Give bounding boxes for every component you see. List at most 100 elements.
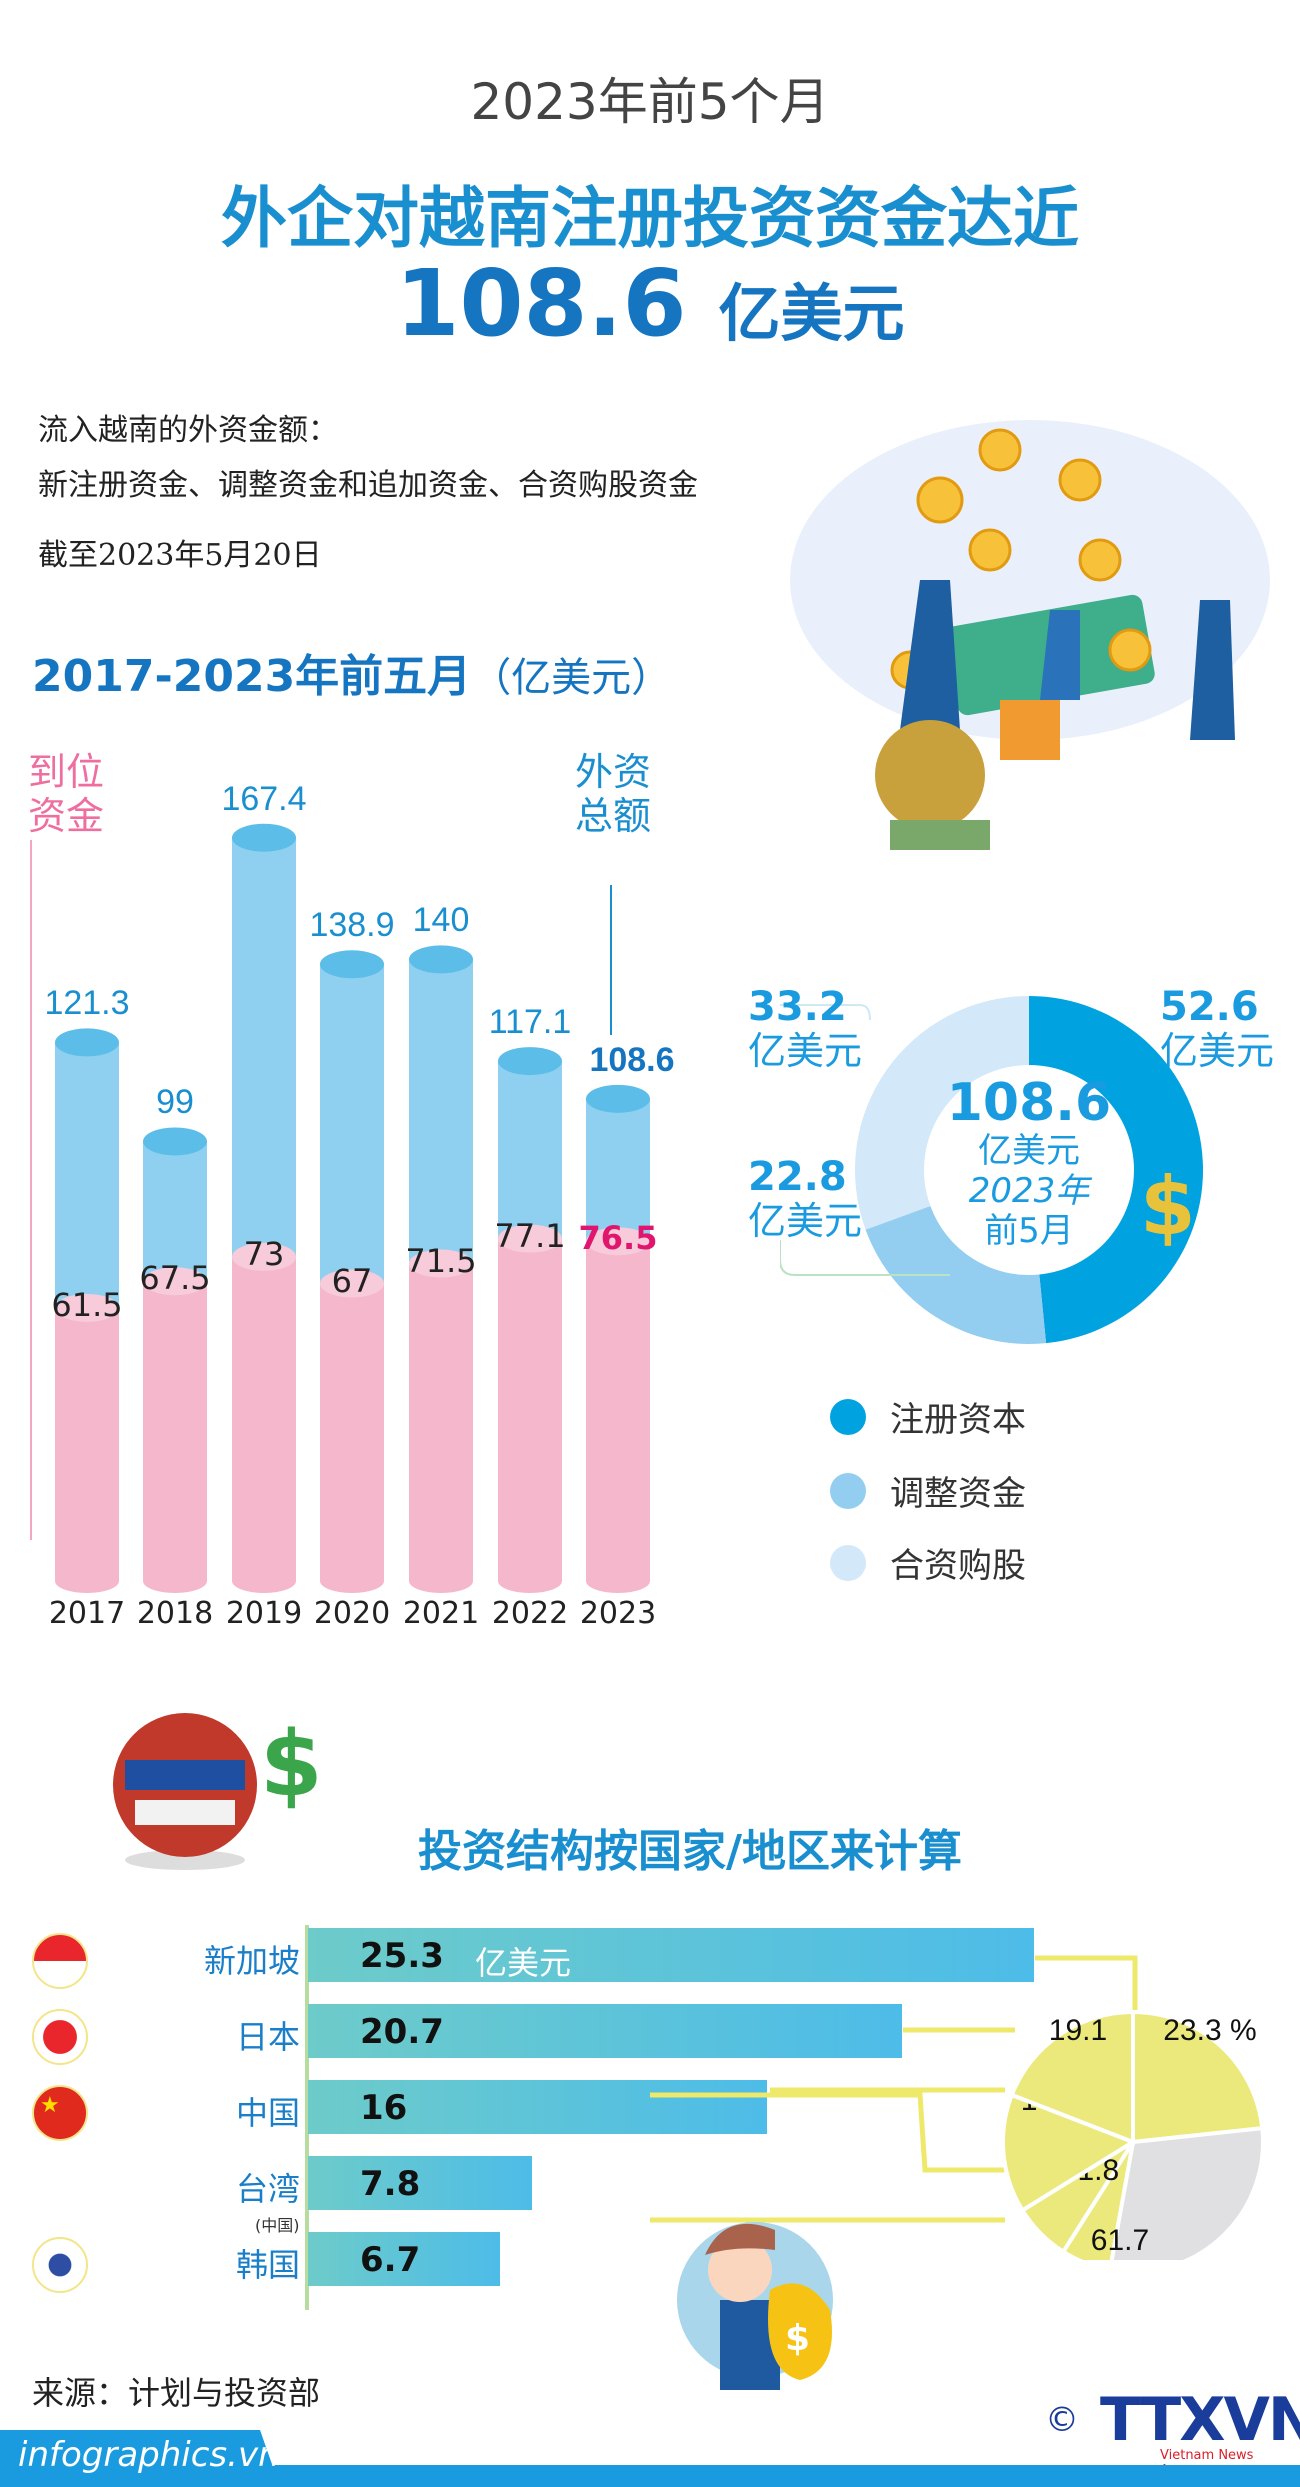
- year-label-2020: 2020: [313, 1596, 391, 1631]
- pie-slice-5: [1009, 2009, 1135, 2145]
- bar-chart-unit: （亿美元）: [471, 655, 672, 701]
- korea-flag-icon: [32, 2237, 88, 2293]
- donut-center-unit: 亿美元: [978, 1131, 1080, 1171]
- adjusted-unit: 亿美元: [748, 1199, 863, 1243]
- adjusted-value: 22.8: [748, 1154, 847, 1200]
- total-label-2019: 167.4: [221, 779, 307, 818]
- donut-slice-0: [1029, 996, 1203, 1344]
- bar-base-2022: [498, 1569, 562, 1593]
- bar-disbursed-2019: [232, 1256, 296, 1581]
- country-share-pie: 23.3 %61.771.814.719.1: [650, 1955, 1265, 2260]
- bar-disbursed-2023: [586, 1241, 650, 1581]
- china-flag-icon: ★: [32, 2085, 88, 2141]
- year-label-2022: 2022: [491, 1596, 569, 1631]
- japan-flag-icon: [32, 2009, 88, 2065]
- bar-disbursed-2018: [143, 1281, 207, 1581]
- bar-disbursed-top-2022: [498, 1224, 562, 1253]
- header-total-value: 108.6: [395, 250, 687, 357]
- donut-chart: [780, 996, 1203, 1344]
- header-title: 外企对越南注册投资资金达近: [221, 180, 1079, 257]
- bar-total-top-2021: [409, 945, 473, 974]
- copyright-icon: ©: [1045, 2400, 1079, 2440]
- bar-total-top-2018: [143, 1127, 207, 1156]
- disbursed-label-2022: 77.1: [494, 1216, 566, 1255]
- adjusted-leader-line: [780, 1240, 950, 1276]
- bar-disbursed-2022: [498, 1238, 562, 1581]
- site-link[interactable]: infographics.vn: [18, 2435, 280, 2475]
- bar-base-2019: [232, 1569, 296, 1593]
- singapore-flag-icon: [32, 1933, 88, 1989]
- country-note-3: (中国): [255, 2216, 300, 2235]
- pie-slice-4: [1001, 2092, 1138, 2214]
- country-name-3: 台湾: [235, 2170, 300, 2208]
- bar-total-top-2019: [232, 823, 296, 852]
- disbursed-label-2018: 67.5: [139, 1259, 211, 1298]
- bar-base-2021: [409, 1569, 473, 1593]
- disbursed-label: 到位资金: [28, 750, 105, 838]
- year-label-2019: 2019: [225, 1596, 303, 1631]
- total-pointer-line: [610, 885, 612, 1035]
- total-label-2023: 108.6: [589, 1040, 675, 1079]
- legend-text: 注册资本: [890, 1400, 1026, 1440]
- desc-date: 截至2023年5月20日: [38, 538, 322, 573]
- legend-joint: 合资购股: [830, 1538, 1026, 1587]
- donut-label-adjusted: 22.8 亿美元: [748, 1155, 862, 1243]
- donut-slice-2: [855, 996, 1029, 1230]
- bar-disbursed-top-2023: [586, 1227, 650, 1256]
- donut-label-registered: 52.6 亿美元: [1160, 985, 1274, 1073]
- bar-disbursed-2020: [320, 1283, 384, 1581]
- donut-label-joint: 33.2 亿美元: [748, 985, 862, 1073]
- header-period: 2023年前5个月: [470, 73, 830, 131]
- country-bar-0: [308, 1928, 1035, 1982]
- legend-adjusted: 调整资金: [830, 1466, 1026, 1515]
- legend-swatch: [830, 1544, 866, 1581]
- dollar-icon: $: [1140, 1160, 1196, 1253]
- pie-leader-line-3: [650, 2092, 1010, 2173]
- disbursed-label-2023: 76.5: [578, 1219, 658, 1258]
- country-axis: [305, 1925, 309, 2310]
- bar-base-2023: [586, 1569, 650, 1593]
- joint-unit: 亿美元: [748, 1029, 863, 1073]
- disbursed-label-2019: 73: [243, 1234, 285, 1273]
- country-name-2: 中国: [235, 2094, 300, 2132]
- country-value-unit: 亿美元: [475, 1944, 572, 1982]
- joint-leader-line: [780, 1004, 871, 1021]
- country-value-0: 25.3: [360, 1936, 444, 1976]
- total-label: 外资总额: [575, 750, 652, 838]
- legend-swatch: [830, 1472, 866, 1509]
- country-value-3: 7.8: [360, 2164, 421, 2204]
- year-label-2018: 2018: [136, 1596, 214, 1631]
- bar-chart-title-text: 2017-2023年前五月: [32, 651, 472, 702]
- site-tab: [0, 2430, 280, 2487]
- year-label-2021: 2021: [402, 1596, 480, 1631]
- donut-center: 108.6 亿美元 2023年 前5月: [929, 1075, 1129, 1251]
- bar-disbursed-2021: [409, 1263, 473, 1581]
- bar-disbursed-2017: [55, 1307, 119, 1581]
- disbursed-label-2021: 71.5: [405, 1241, 477, 1280]
- ttxvn-logo: TTXVN: [1100, 2385, 1300, 2455]
- year-label-2023: 2023: [579, 1596, 657, 1631]
- bar-chart: [55, 823, 650, 1593]
- source-text: 来源：计划与投资部: [32, 2374, 321, 2412]
- businessman-moneybag-illustration: $: [677, 2222, 833, 2390]
- legend-registered: 注册资本: [830, 1392, 1026, 1441]
- donut-center-year: 2023年: [968, 1171, 1090, 1211]
- legend-text: 合资购股: [890, 1546, 1026, 1586]
- country-chart-title: 投资结构按国家/地区来计算: [417, 1826, 963, 1877]
- country-bar-4: [308, 2232, 501, 2286]
- pie-leader-line-0: [1035, 1955, 1138, 2010]
- desc-line1: 流入越南的外资金额：: [38, 413, 338, 448]
- country-value-2: 16: [360, 2088, 408, 2128]
- total-label-2020: 138.9: [309, 906, 395, 945]
- bar-total-top-2023: [586, 1084, 650, 1113]
- legend-swatch: [830, 1398, 866, 1435]
- country-name-0: 新加坡: [203, 1942, 300, 1980]
- country-bar-3: [308, 2156, 532, 2210]
- svg-text:$: $: [260, 1712, 323, 1817]
- bar-base-2017: [55, 1569, 119, 1593]
- footer-bar: [0, 2465, 1300, 2487]
- disbursed-label-2017: 61.5: [51, 1285, 123, 1324]
- bar-disbursed-top-2018: [143, 1267, 207, 1296]
- pie-slice-0: [1131, 2009, 1265, 2145]
- bar-total-top-2020: [320, 950, 384, 979]
